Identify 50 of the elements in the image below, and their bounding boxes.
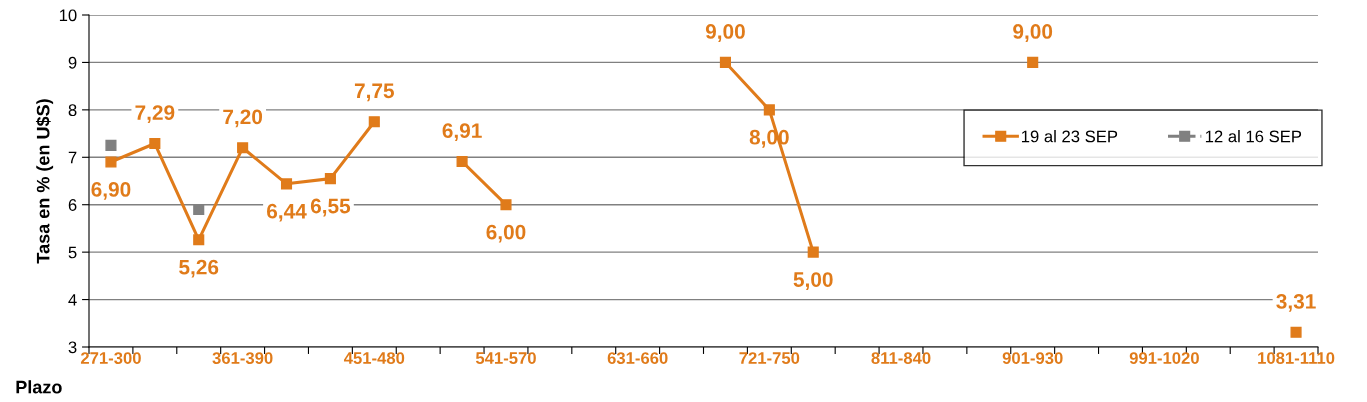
y-tick-label: 6 (68, 199, 77, 211)
point (500, 199, 512, 211)
y-tick-label: 3 (68, 341, 77, 354)
point (280, 178, 293, 190)
x-tick-label: 811-840 (871, 352, 931, 364)
legend-label: 19 al 23 SEP (1021, 130, 1118, 143)
x-axis-title: Plazo (16, 380, 62, 394)
data-label: 7,20 (223, 109, 263, 128)
y-axis-title: Tasa en % (en U$S) (35, 99, 54, 264)
y-tick-label: 5 (68, 246, 77, 259)
data-label: 5,00 (793, 272, 833, 290)
y-tick-label: 7 (68, 151, 77, 164)
data-label: 7,29 (135, 105, 175, 123)
point (105, 139, 117, 151)
point (1290, 326, 1302, 338)
point (149, 137, 161, 150)
data-label: 9,00 (1013, 24, 1053, 42)
x-tick-label: 901-930 (1002, 352, 1063, 364)
y-tick-label: 4 (68, 294, 77, 306)
x-tick-label: 451-480 (343, 352, 405, 364)
point (105, 156, 117, 168)
point (807, 246, 819, 258)
x-tick-label: 1081-1110 (1258, 352, 1335, 364)
x-tick-label: 271-300 (80, 352, 141, 364)
point (719, 56, 732, 68)
x-tick-label: 361-390 (212, 352, 273, 364)
data-label: 9,00 (705, 24, 745, 42)
point (193, 234, 205, 246)
y-tick-label: 10 (59, 9, 77, 22)
data-label: 5,26 (179, 259, 219, 278)
data-label: 6,44 (267, 203, 307, 222)
data-label: 6,00 (486, 224, 526, 243)
x-tick-label: 721-750 (739, 352, 800, 364)
x-tick-label: 631-660 (607, 352, 668, 364)
data-label: 7,75 (354, 83, 394, 102)
point (763, 104, 775, 116)
y-tick-label: 8 (68, 104, 77, 117)
point (368, 116, 380, 128)
y-tick-label: 9 (68, 56, 77, 69)
point (237, 142, 249, 154)
x-tick-label: 991-1020 (1129, 352, 1199, 364)
data-label: 6,91 (442, 123, 482, 142)
x-tick-label: 541-570 (475, 352, 536, 364)
data-label: 3,31 (1276, 293, 1316, 312)
legend-label: 12 al 16 SEP (1205, 130, 1302, 143)
point (324, 173, 336, 185)
point (456, 155, 468, 168)
data-label: 6,90 (91, 182, 131, 200)
point (1027, 56, 1039, 68)
data-label: 6,55 (310, 198, 351, 217)
